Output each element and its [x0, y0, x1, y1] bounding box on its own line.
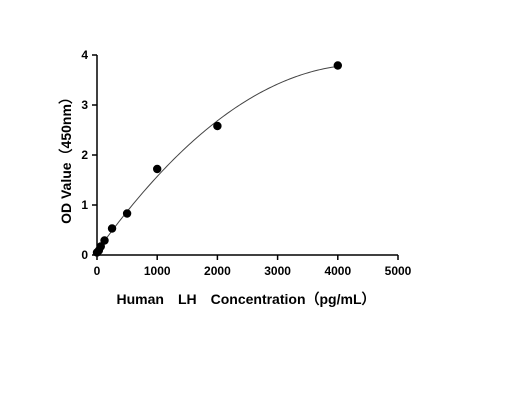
- data-point: [333, 61, 342, 70]
- y-tick-label: 1: [81, 198, 88, 212]
- x-axis: 0 1000 2000 3000 4000 5000: [94, 254, 412, 278]
- data-point: [153, 164, 162, 174]
- y-tick-label: 0: [81, 248, 88, 262]
- data-point: [96, 242, 105, 251]
- y-tick-label: 3: [81, 98, 88, 112]
- y-axis: 0 1 2 3 4: [81, 48, 98, 262]
- y-tick-label: 2: [81, 148, 88, 162]
- fit-curve: [96, 65, 338, 252]
- data-point: [122, 209, 132, 218]
- data-point: [100, 236, 109, 245]
- x-tick-label: 2000: [204, 264, 231, 278]
- x-tick-label: 5000: [385, 264, 412, 278]
- x-axis-title: Human LH Concentration（pg/mL）: [117, 291, 376, 307]
- data-point: [213, 121, 222, 131]
- y-axis-title: OD Value（450nm）: [58, 90, 74, 224]
- data-point: [107, 224, 117, 233]
- y-tick-label: 4: [81, 48, 88, 62]
- x-tick-label: 4000: [324, 264, 351, 278]
- x-tick-label: 1000: [144, 264, 171, 278]
- x-tick-label: 3000: [264, 264, 291, 278]
- data-points: [92, 61, 342, 257]
- x-tick-label: 0: [94, 264, 101, 278]
